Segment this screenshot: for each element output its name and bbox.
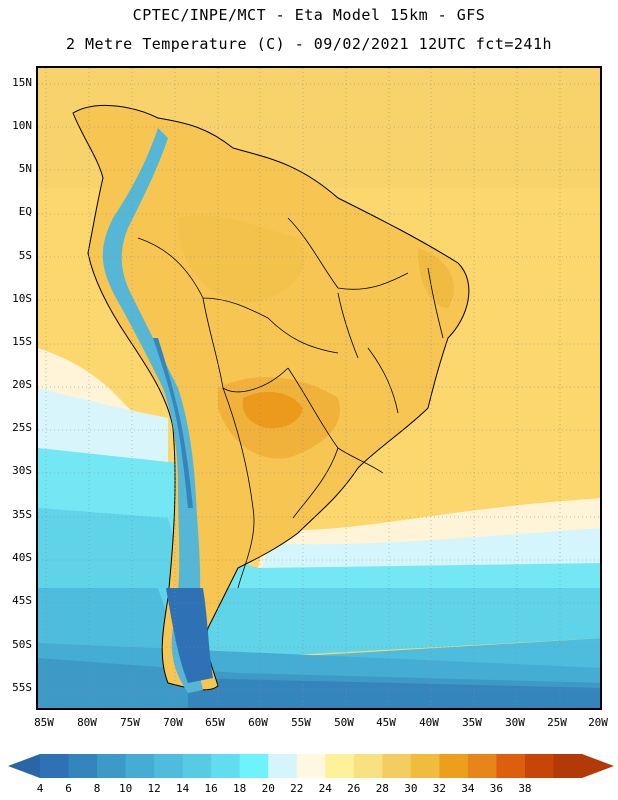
temperature-colorbar: [8, 754, 614, 778]
lat-label-30s: 30S: [12, 464, 32, 477]
map-panel: [36, 66, 602, 710]
sea-band-6: [188, 678, 600, 708]
hot-northeast-28: [418, 248, 454, 308]
lat-label-10s: 10S: [12, 292, 32, 305]
hot-core-32: [242, 391, 303, 429]
lat-label-25s: 25S: [12, 421, 32, 434]
colorbar-label: 34: [461, 782, 475, 795]
colorbar-label: 20: [261, 782, 275, 795]
lat-label-eq: EQ: [18, 205, 32, 218]
colorbar-label: 6: [65, 782, 72, 795]
colorbar-swatch: [410, 754, 440, 778]
lat-label-15s: 15S: [12, 335, 32, 348]
colorbar-swatch: [239, 754, 269, 778]
colorbar-label: 12: [147, 782, 161, 795]
colorbar-swatch: [182, 754, 212, 778]
colorbar-label: 8: [93, 782, 101, 795]
lon-label-80w: 80W: [77, 716, 97, 729]
colorbar-swatches: [40, 754, 583, 778]
colorbar-swatch: [68, 754, 98, 778]
lat-label-15n: 15N: [12, 76, 32, 89]
lat-label-45s: 45S: [12, 594, 32, 607]
hot-north-28: [178, 215, 305, 303]
colorbar-label: 38: [518, 782, 532, 795]
lon-label-35w: 35W: [462, 716, 482, 729]
lon-label-85w: 85W: [34, 716, 54, 729]
country-borders: [137, 217, 444, 589]
colorbar-label: 16: [204, 782, 218, 795]
lon-label-50w: 50W: [334, 716, 354, 729]
lat-label-20s: 20S: [12, 378, 32, 391]
lon-label-60w: 60W: [248, 716, 268, 729]
colorbar-label: 18: [233, 782, 247, 795]
colorbar-label: 10: [118, 782, 133, 795]
colorbar-swatch: [97, 754, 127, 778]
colorbar-label: 36: [489, 782, 504, 795]
lon-label-30w: 30W: [505, 716, 525, 729]
colorbar-label: 14: [176, 782, 190, 795]
colorbar-swatch: [268, 754, 298, 778]
graticule: [38, 68, 600, 708]
colorbar-label: 26: [347, 782, 361, 795]
colorbar-swatch: [296, 754, 326, 778]
patagonia-cold: [166, 588, 213, 683]
colorbar-left-arrow: [8, 754, 40, 778]
colorbar-label: 32: [432, 782, 446, 795]
lon-label-55w: 55W: [291, 716, 311, 729]
lat-label-35s: 35S: [12, 508, 32, 521]
lat-label-50s: 50S: [12, 638, 32, 651]
colorbar-swatch: [496, 754, 526, 778]
lon-label-20w: 20W: [588, 716, 608, 729]
lon-label-75w: 75W: [120, 716, 140, 729]
colorbar-swatch: [382, 754, 412, 778]
colorbar-label: 4: [36, 782, 44, 795]
colorbar-swatch: [154, 754, 184, 778]
lat-label-5s: 5S: [18, 249, 32, 262]
lon-label-65w: 65W: [205, 716, 225, 729]
colorbar-swatch: [553, 754, 583, 778]
colorbar-label: 30: [404, 782, 418, 795]
lon-label-45w: 45W: [376, 716, 396, 729]
temperature-map: [38, 68, 600, 708]
colorbar-label: 24: [318, 782, 332, 795]
colorbar-swatch: [353, 754, 383, 778]
colorbar-label: 22: [290, 782, 304, 795]
colorbar-right-arrow: [582, 754, 614, 778]
lat-label-55s: 55S: [12, 681, 32, 694]
map-subtitle: 2 Metre Temperature (C) - 09/02/2021 12U…: [65, 35, 553, 53]
lat-label-40s: 40S: [12, 551, 32, 564]
lat-label-5n: 5N: [18, 162, 32, 175]
colorbar-swatch: [125, 754, 155, 778]
map-title: CPTEC/INPE/MCT - Eta Model 15km - GFS: [132, 6, 486, 24]
colorbar-swatch: [524, 754, 554, 778]
lon-label-70w: 70W: [163, 716, 183, 729]
colorbar-swatch: [467, 754, 497, 778]
colorbar-swatch: [40, 754, 70, 778]
lon-label-40w: 40W: [419, 716, 439, 729]
colorbar-swatch: [211, 754, 241, 778]
colorbar-swatch: [439, 754, 469, 778]
colorbar-swatch: [325, 754, 355, 778]
lon-label-25w: 25W: [547, 716, 567, 729]
lat-label-10n: 10N: [12, 119, 32, 132]
andes-core: [153, 338, 193, 508]
colorbar-label: 28: [375, 782, 389, 795]
